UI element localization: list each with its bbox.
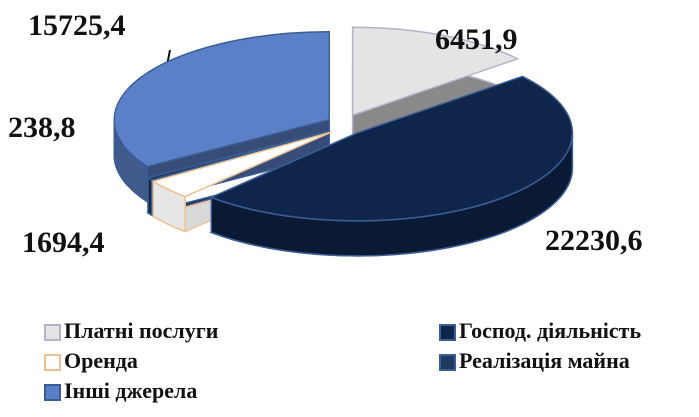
legend-label: Інші джерела [64, 378, 197, 403]
data-label: 15725,4 [28, 9, 126, 42]
legend-swatch [439, 354, 456, 371]
slice [151, 131, 332, 198]
data-label: 22230,6 [545, 224, 643, 257]
legend-label: Реалізація майна [459, 348, 630, 373]
slice [113, 31, 330, 168]
slice [146, 130, 331, 181]
data-label: 238,8 [8, 111, 76, 144]
data-label: 6451,9 [435, 23, 518, 56]
legend-label: Платні послуги [64, 318, 219, 343]
slice [209, 75, 574, 222]
legend-label: Оренда [64, 348, 138, 373]
legend-swatch [44, 324, 61, 341]
legend-label: Господ. діяльність [459, 318, 641, 343]
legend-swatch [44, 384, 61, 401]
slice-side [147, 176, 153, 217]
legend-swatch [439, 324, 456, 341]
slice [351, 26, 520, 117]
data-label: 1694,4 [22, 226, 105, 259]
legend-swatch [44, 354, 61, 371]
